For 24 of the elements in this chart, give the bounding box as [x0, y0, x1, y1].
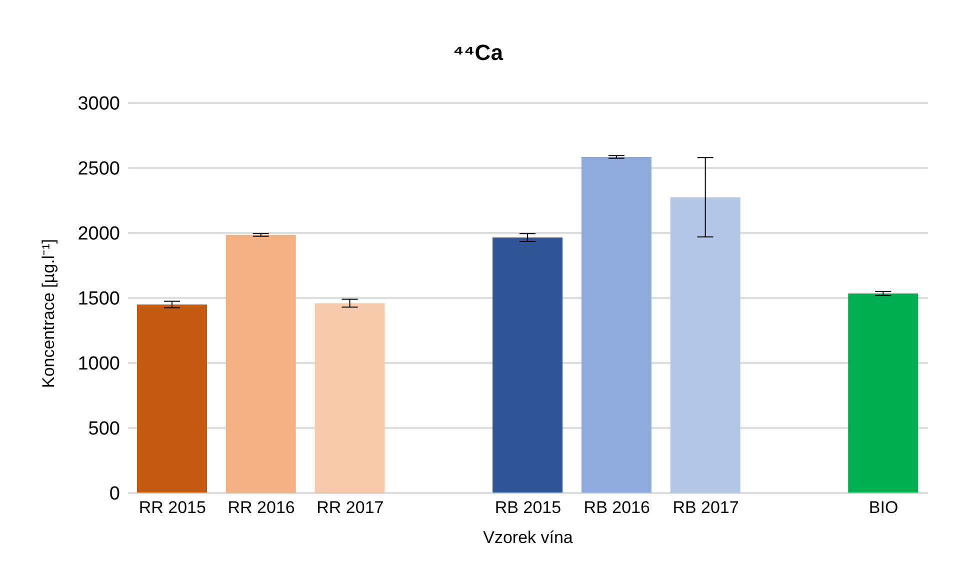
x-tick-label: BIO	[868, 498, 898, 518]
y-tick-label: 500	[88, 418, 120, 440]
y-tick-label: 2500	[78, 158, 120, 180]
x-tick-label: RR 2017	[316, 498, 384, 518]
x-tick-label: RR 2016	[228, 498, 295, 518]
y-tick-label: 0	[109, 484, 120, 505]
y-axis-title: Koncentrace [µg.l⁻¹]	[39, 238, 58, 388]
x-tick-label: RR 2015	[138, 498, 206, 518]
bar	[137, 304, 207, 493]
bar	[314, 303, 385, 493]
x-axis-title: Vzorek vína	[483, 528, 574, 547]
x-tick-label: RB 2016	[584, 498, 650, 518]
x-tick-label: RB 2015	[494, 498, 562, 518]
x-tick-label: RB 2017	[672, 498, 739, 518]
y-tick-label: 1000	[78, 354, 120, 375]
bar	[848, 293, 918, 493]
y-tick-label: 2000	[78, 224, 120, 245]
y-tick-label: 3000	[78, 94, 120, 115]
bar	[670, 197, 740, 493]
y-tick-label: 1500	[78, 288, 120, 310]
bar	[226, 234, 296, 493]
bar	[492, 238, 563, 493]
bar	[581, 156, 652, 493]
chart-title: ⁴⁴Ca	[452, 40, 504, 66]
